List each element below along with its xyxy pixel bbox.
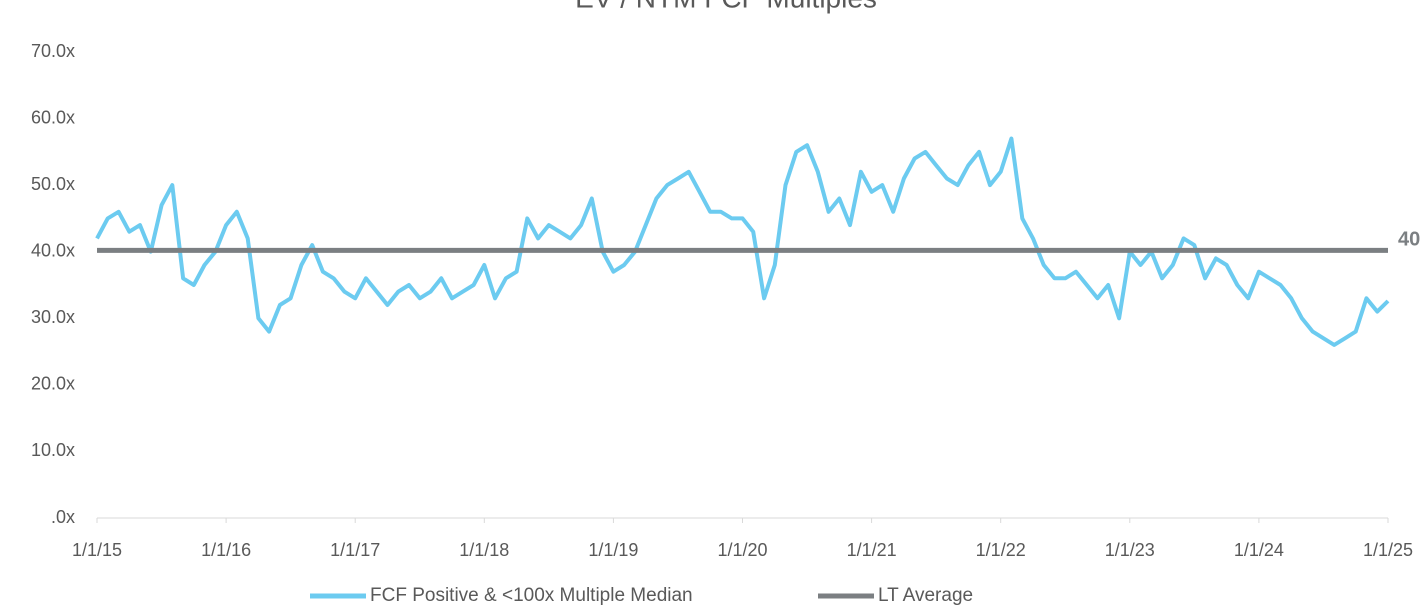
x-tick-label: 1/1/20 (717, 540, 767, 560)
x-tick-label: 1/1/15 (72, 540, 122, 560)
y-tick-label: 20.0x (31, 374, 75, 394)
y-tick-label: 50.0x (31, 174, 75, 194)
x-tick-label: 1/1/24 (1234, 540, 1284, 560)
x-tick-label: 1/1/21 (847, 540, 897, 560)
x-tick-label: 1/1/23 (1105, 540, 1155, 560)
x-tick-label: 1/1/19 (588, 540, 638, 560)
y-tick-label: 70.0x (31, 41, 75, 61)
y-tick-label: 60.0x (31, 107, 75, 127)
x-tick-label: 1/1/16 (201, 540, 251, 560)
y-tick-label: 40.0x (31, 240, 75, 260)
y-tick-label: 10.0x (31, 440, 75, 460)
legend-label: LT Average (878, 585, 973, 606)
x-tick-label: 1/1/25 (1363, 540, 1413, 560)
chart-title: EV / NTM FCF Multiples (575, 0, 877, 13)
x-tick-label: 1/1/18 (459, 540, 509, 560)
end-label: 40 (1398, 229, 1420, 251)
y-tick-label: 30.0x (31, 307, 75, 327)
y-tick-label: .0x (51, 507, 75, 527)
legend-label: FCF Positive & <100x Multiple Median (370, 585, 693, 606)
x-tick-label: 1/1/22 (976, 540, 1026, 560)
series-line (95, 136, 1390, 347)
x-tick-label: 1/1/17 (330, 540, 380, 560)
